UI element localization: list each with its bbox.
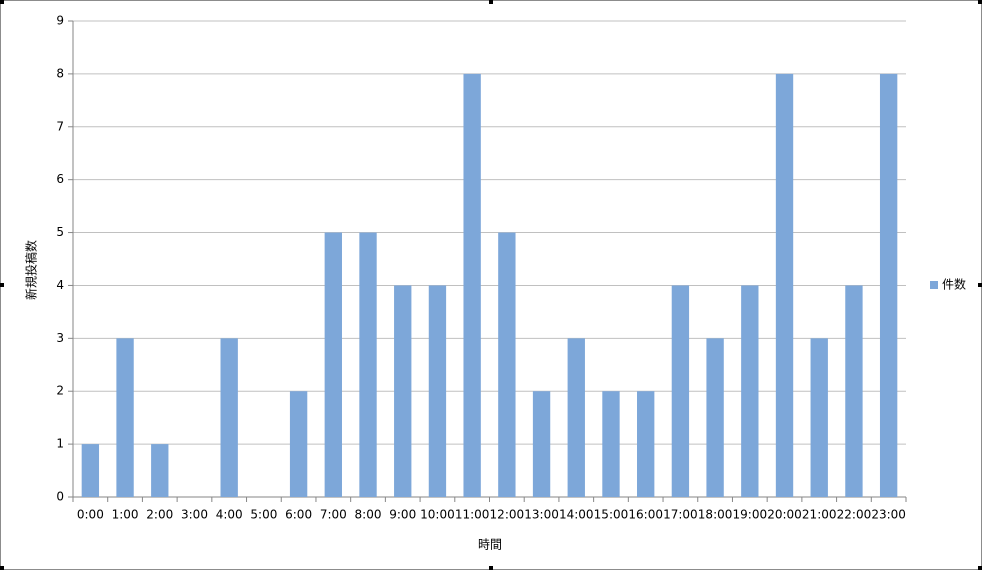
- y-tick-label: 8: [56, 66, 64, 80]
- x-tick-label: 5:00: [250, 508, 277, 522]
- x-tick-label: 9:00: [389, 508, 416, 522]
- x-axis-title: 時間: [478, 538, 502, 552]
- y-tick-label: 0: [56, 490, 64, 504]
- y-tick-label: 7: [56, 119, 64, 133]
- bar: [845, 285, 863, 497]
- x-tick-label: 22:00: [837, 508, 872, 522]
- y-tick-label: 1: [56, 437, 64, 451]
- bar: [81, 444, 100, 497]
- bar: [151, 444, 169, 497]
- x-tick-label: 3:00: [181, 508, 208, 522]
- bar: [324, 232, 342, 498]
- bar: [394, 285, 412, 497]
- x-tick-label: 4:00: [216, 508, 243, 522]
- bar: [602, 391, 620, 497]
- bar: [463, 73, 481, 497]
- bar: [220, 338, 238, 497]
- x-tick-label: 6:00: [285, 508, 312, 522]
- x-tick-label: 16:00: [628, 508, 663, 522]
- x-tick-label: 17:00: [663, 508, 698, 522]
- x-tick-label: 11:00: [455, 508, 490, 522]
- x-tick-label: 13:00: [524, 508, 559, 522]
- bar: [532, 391, 551, 497]
- y-tick-label: 5: [56, 225, 64, 239]
- x-tick-label: 10:00: [420, 508, 455, 522]
- legend-swatch: [930, 281, 938, 289]
- x-tick-label: 12:00: [490, 508, 525, 522]
- x-tick-label: 1:00: [112, 508, 139, 522]
- y-tick-label: 4: [56, 278, 64, 292]
- bar: [359, 232, 377, 498]
- bar: [567, 338, 585, 497]
- bar: [116, 338, 134, 497]
- x-tick-label: 0:00: [77, 508, 104, 522]
- bar: [498, 232, 516, 498]
- y-tick-label: 2: [56, 384, 64, 398]
- x-tick-label: 14:00: [559, 508, 594, 522]
- bar: [706, 338, 724, 497]
- y-axis-title: 新規投稿数: [24, 240, 39, 300]
- y-tick-label: 9: [56, 14, 64, 28]
- x-tick-label: 15:00: [594, 508, 629, 522]
- bar: [289, 391, 308, 497]
- x-tick-label: 21:00: [802, 508, 837, 522]
- bar: [741, 285, 759, 497]
- bar: [428, 285, 447, 497]
- bar: [879, 73, 898, 497]
- bar: [637, 391, 655, 497]
- bar: [775, 73, 794, 497]
- bar: [810, 338, 828, 497]
- x-tick-label: 18:00: [698, 508, 733, 522]
- bar: [671, 285, 690, 497]
- x-tick-label: 19:00: [733, 508, 768, 522]
- legend-label: 件数: [942, 277, 966, 292]
- x-tick-label: 8:00: [355, 508, 382, 522]
- x-tick-label: 23:00: [871, 508, 906, 522]
- x-tick-label: 7:00: [320, 508, 347, 522]
- x-tick-label: 20:00: [767, 508, 802, 522]
- y-tick-label: 6: [56, 172, 64, 186]
- x-tick-label: 2:00: [146, 508, 173, 522]
- y-tick-label: 3: [56, 331, 64, 345]
